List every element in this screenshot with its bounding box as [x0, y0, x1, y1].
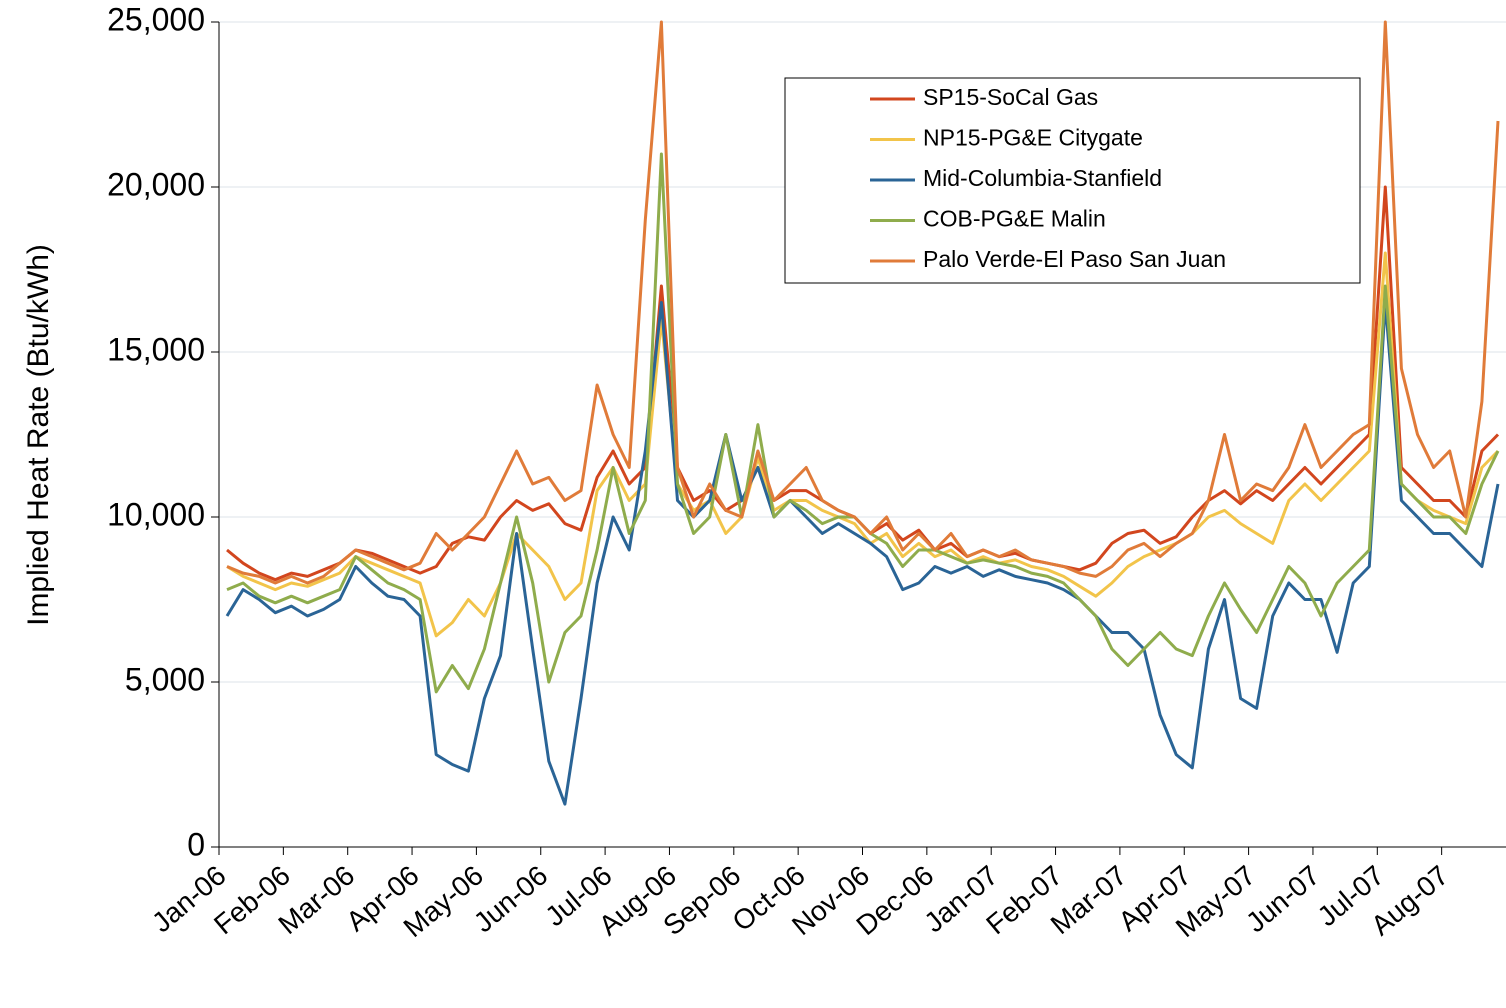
series-line — [226, 251, 1500, 638]
x-tick-label: Jun-07 — [1240, 860, 1326, 939]
legend-label: Mid-Columbia-Stanfield — [923, 165, 1162, 191]
series-line — [226, 20, 1500, 585]
y-tick-label: 20,000 — [107, 166, 205, 202]
legend-label: Palo Verde-El Paso San Juan — [923, 246, 1226, 272]
series-line — [225, 301, 1500, 806]
x-tick-label: Jun-06 — [468, 860, 554, 939]
y-tick-label: 25,000 — [107, 1, 205, 37]
y-tick-label: 5,000 — [125, 661, 205, 697]
y-tick-label: 0 — [187, 826, 205, 862]
y-tick-label: 15,000 — [107, 331, 205, 367]
y-axis-label: Implied Heat Rate (Btu/kWh) — [22, 244, 55, 626]
y-tick-label: 10,000 — [107, 496, 205, 532]
legend-label: SP15-SoCal Gas — [923, 84, 1098, 110]
legend-label: NP15-PG&E Citygate — [923, 125, 1143, 151]
legend-label: COB-PG&E Malin — [923, 206, 1106, 232]
